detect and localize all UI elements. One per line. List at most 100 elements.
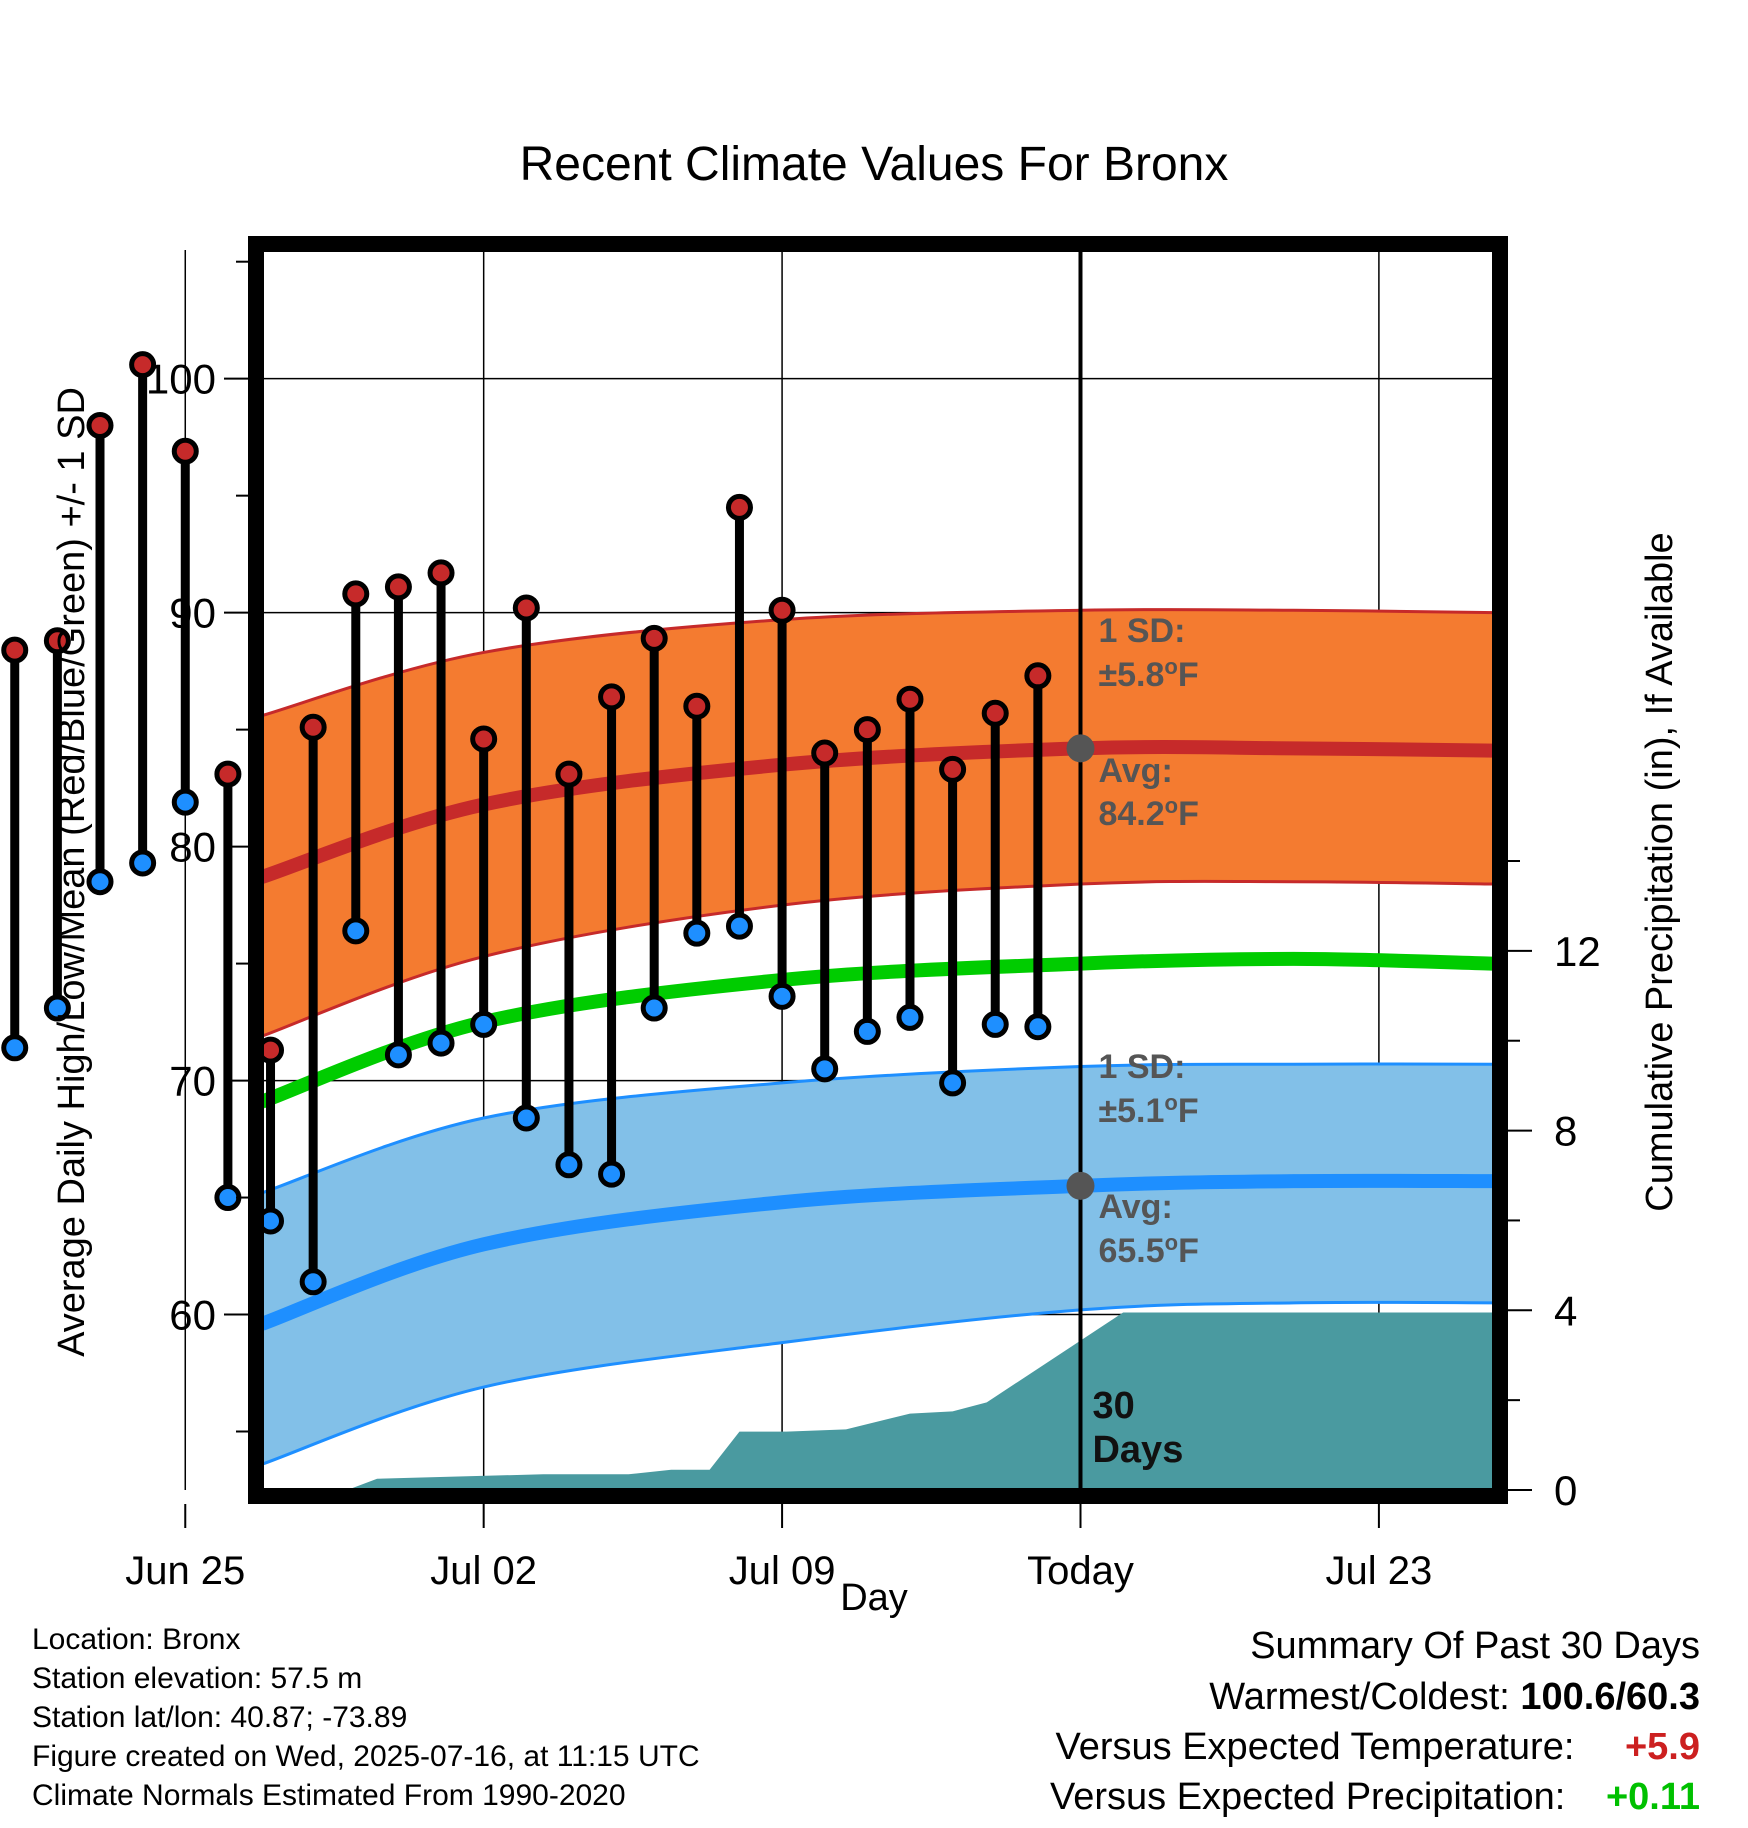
station-info: Location: Bronx Station elevation: 57.5 … <box>32 1620 700 1815</box>
low-point <box>342 917 370 945</box>
high-avg-value: 84.2oF <box>1098 793 1198 833</box>
high-point <box>427 559 455 587</box>
low-sd-band-upper-edge <box>262 1062 1494 1195</box>
x-tick-label: Jul 09 <box>729 1549 836 1593</box>
high-sd-title: 1 SD: <box>1098 612 1185 650</box>
high-point <box>853 716 881 744</box>
low-point <box>1024 1013 1052 1041</box>
high-point <box>214 760 242 788</box>
low-point <box>427 1029 455 1057</box>
y-tick-label: 60 <box>169 1292 216 1339</box>
low-point <box>598 1160 626 1188</box>
elevation-text: Station elevation: 57.5 m <box>32 1662 363 1695</box>
high-point <box>470 725 498 753</box>
high-point <box>896 685 924 713</box>
y-right-tick-label: 12 <box>1554 928 1601 975</box>
low-sd-value: ±5.1oF <box>1098 1090 1198 1130</box>
low-point <box>768 982 796 1010</box>
high-point <box>981 699 1009 727</box>
normal-low-line <box>262 1173 1494 1331</box>
high-sd-band-lower-edge <box>262 879 1494 1038</box>
normal-lines <box>262 740 1494 1331</box>
low-point <box>896 1003 924 1031</box>
low-point <box>512 1104 540 1132</box>
high-point <box>811 739 839 767</box>
low-point <box>683 919 711 947</box>
low-point <box>86 868 114 896</box>
high-point <box>171 437 199 465</box>
high-avg-title: Avg: <box>1098 752 1172 790</box>
low-point <box>470 1010 498 1038</box>
precip-departure-row: Versus Expected Precipitation: +0.11 <box>1050 1772 1700 1822</box>
y-axis-label: Average Daily High/Low/Mean (Red/Blue/Gr… <box>51 387 93 1357</box>
high-point <box>640 624 668 652</box>
low-point <box>853 1017 881 1045</box>
low-avg-title: Avg: <box>1098 1188 1172 1226</box>
latlon-text: Station lat/lon: 40.87; -73.89 <box>32 1701 408 1734</box>
normal-mean-line <box>262 951 1494 1109</box>
x-axis-label: Day <box>840 1577 908 1619</box>
y-axis-right-label: Cumulative Precipitation (in), If Availa… <box>1639 532 1681 1211</box>
y-tick-label: 80 <box>169 824 216 871</box>
high-point <box>1024 662 1052 690</box>
high-sd-value: ±5.8oF <box>1098 654 1198 694</box>
low-point <box>1 1034 29 1062</box>
high-point <box>725 493 753 521</box>
low-point <box>214 1184 242 1212</box>
location-text: Location: Bronx <box>32 1623 241 1656</box>
low-point <box>129 849 157 877</box>
normal-high-line <box>262 740 1494 884</box>
low-point <box>555 1151 583 1179</box>
plot-border <box>248 236 1508 1504</box>
normal-low-today-marker <box>1066 1171 1095 1200</box>
low-point <box>725 912 753 940</box>
low-point <box>811 1055 839 1083</box>
low-point <box>939 1069 967 1097</box>
plot-frame <box>248 236 1508 1504</box>
warmest-coldest-value: 100.6/60.3 <box>1520 1676 1700 1718</box>
high-point <box>43 627 71 655</box>
high-point <box>299 713 327 741</box>
summary-panel: Summary Of Past 30 Days Warmest/Coldest:… <box>1050 1620 1700 1822</box>
x-tick-label: Jul 23 <box>1326 1549 1433 1593</box>
high-point <box>129 351 157 379</box>
today-line-label-part: 30 <box>1092 1385 1134 1427</box>
normal-high-today-marker <box>1066 734 1095 763</box>
x-tick-label: Jul 02 <box>430 1549 537 1593</box>
low-point <box>299 1268 327 1296</box>
today-line-label: 30 Days <box>1092 1385 1183 1471</box>
temp-departure-value: +5.9 <box>1624 1726 1700 1768</box>
y-tick-label: 100 <box>146 356 216 403</box>
y-tick-label: 90 <box>169 590 216 637</box>
low-point <box>43 994 71 1022</box>
warmest-coldest-row: Warmest/Coldest: 100.6/60.3 <box>1050 1672 1700 1722</box>
daily-range-bars <box>1 351 1052 1296</box>
normals-text: Climate Normals Estimated From 1990-2020 <box>32 1779 626 1812</box>
high-point <box>1 636 29 664</box>
y-right-tick-label: 4 <box>1554 1287 1577 1334</box>
precip-departure-value: +0.11 <box>1605 1776 1700 1818</box>
high-point <box>86 411 114 439</box>
low-point <box>171 788 199 816</box>
today-line-label-part: Days <box>1092 1429 1183 1471</box>
x-tick-label: Today <box>1027 1549 1134 1593</box>
precipitation-area <box>262 250 1494 1490</box>
y-right-tick-label: 0 <box>1554 1467 1577 1514</box>
high-point <box>555 760 583 788</box>
high-point <box>768 596 796 624</box>
temp-departure-row: Versus Expected Temperature: +5.9 <box>1050 1722 1700 1772</box>
high-point <box>342 580 370 608</box>
high-point <box>939 755 967 783</box>
temp-departure-label: Versus Expected Temperature: <box>1055 1726 1575 1768</box>
chart-title: Recent Climate Values For Bronx <box>520 138 1229 191</box>
y-tick-label: 70 <box>169 1058 216 1105</box>
high-point <box>683 692 711 720</box>
low-avg-value: 65.5oF <box>1098 1230 1198 1270</box>
created-text: Figure created on Wed, 2025-07-16, at 11… <box>32 1740 700 1773</box>
warmest-coldest-label: Warmest/Coldest: <box>1209 1676 1510 1718</box>
low-point <box>384 1041 412 1069</box>
precip-departure-label: Versus Expected Precipitation: <box>1049 1776 1566 1818</box>
